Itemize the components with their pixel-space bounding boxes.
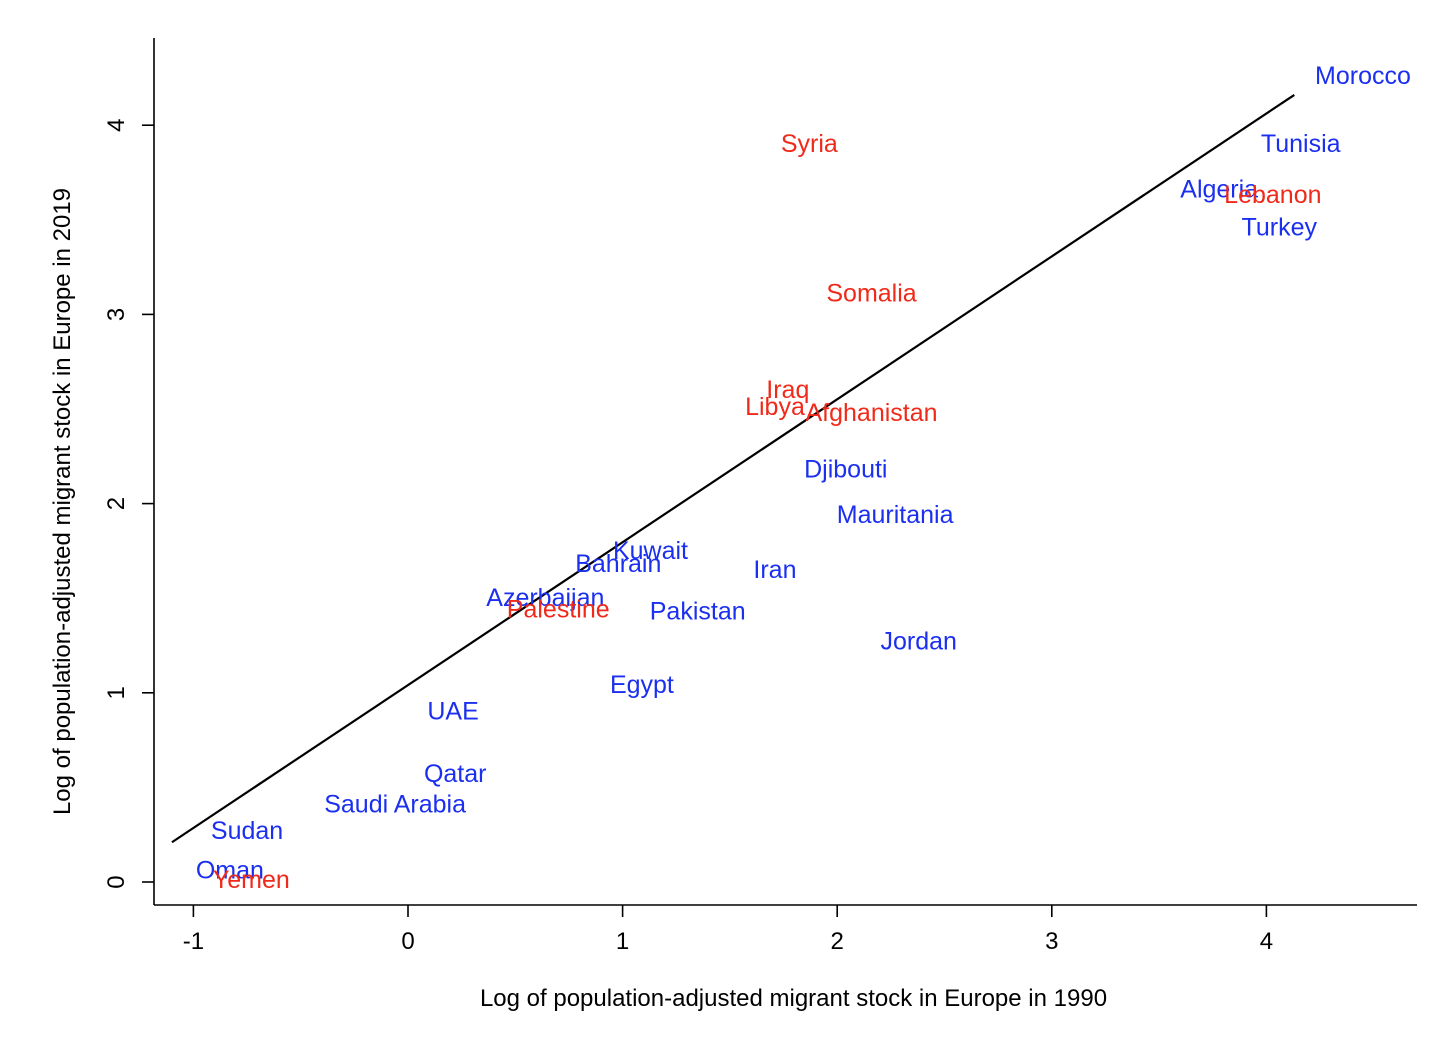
x-tick-label: 2 (831, 928, 844, 955)
point-label: Libya (745, 393, 805, 421)
point-label: UAE (427, 698, 478, 726)
x-tick-label: 4 (1260, 928, 1273, 955)
point-label: Yemen (213, 866, 290, 894)
point-label: Azerbaijan (486, 584, 604, 612)
point-label: Pakistan (650, 597, 746, 625)
y-tick-label: 1 (103, 686, 130, 699)
y-axis-title: Log of population-adjusted migrant stock… (49, 188, 76, 815)
y-tick-label: 3 (103, 308, 130, 321)
x-tick-label: 1 (616, 928, 629, 955)
point-label: Lebanon (1224, 181, 1321, 209)
point-label: Saudi Arabia (324, 790, 466, 818)
point-label: Jordan (881, 628, 957, 656)
point-label: Iraq (766, 376, 809, 404)
x-axis-title: Log of population-adjusted migrant stock… (480, 985, 1107, 1012)
point-label: Oman (196, 857, 264, 885)
y-tick-label: 0 (103, 875, 130, 888)
x-tick-label: 0 (401, 928, 414, 955)
axes: -1 0 1 2 3 4 0 1 2 3 4 (103, 38, 1417, 955)
point-label: Tunisia (1261, 130, 1341, 158)
point-label: Egypt (610, 671, 674, 699)
y-tick-label: 2 (103, 497, 130, 510)
point-label: Turkey (1242, 213, 1318, 241)
point-label: Algeria (1180, 176, 1258, 204)
fit-line-group (171, 94, 1295, 844)
point-label: Djibouti (804, 456, 887, 484)
x-tick-label: -1 (183, 928, 204, 955)
y-tick-label: 4 (103, 119, 130, 132)
point-label: Palestine (507, 596, 610, 624)
fit-line (171, 94, 1295, 844)
point-label: Qatar (424, 760, 487, 788)
point-label: Mauritania (837, 501, 954, 529)
point-label: Kuwait (613, 537, 688, 565)
point-label: Syria (781, 130, 838, 158)
point-label: Bahrain (575, 550, 661, 578)
point-label: Somalia (826, 280, 916, 308)
point-label: Sudan (211, 817, 283, 845)
x-tick-label: 3 (1045, 928, 1058, 955)
point-label: Afghanistan (806, 399, 938, 427)
point-label: Iran (753, 556, 796, 584)
point-label: Morocco (1315, 62, 1411, 90)
